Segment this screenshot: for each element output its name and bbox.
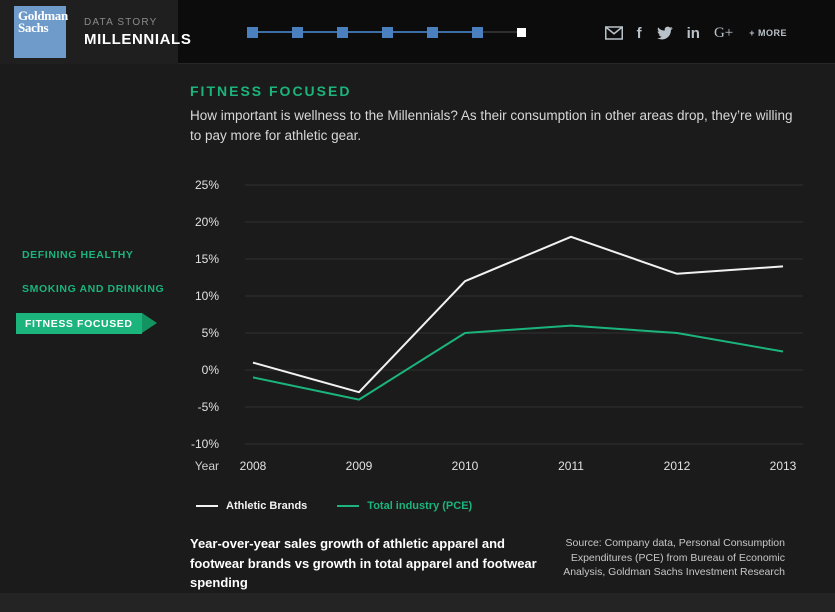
email-icon[interactable] [604, 26, 623, 40]
progress-step[interactable] [427, 26, 438, 38]
data-story-kicker: DATA STORY [84, 16, 158, 28]
section-description: How important is wellness to the Millenn… [190, 108, 793, 143]
brand-block: Goldman Sachs DATA STORY MILLENNIALS [0, 0, 191, 64]
progress-line-done [252, 31, 483, 33]
chart-legend: Athletic Brands Total industry (PCE) [196, 500, 472, 512]
x-axis-title: Year [195, 459, 219, 473]
facebook-icon[interactable]: f [636, 24, 642, 42]
y-axis-tick-label: 5% [202, 326, 220, 340]
brand-text: DATA STORY MILLENNIALS [84, 17, 191, 48]
sidebar-item-active[interactable]: FITNESS FOCUSED [16, 313, 157, 334]
googleplus-icon[interactable]: G+ [713, 24, 734, 41]
twitter-icon[interactable] [656, 26, 673, 41]
next-section-strip [0, 593, 835, 612]
y-axis-tick-label: 25% [195, 178, 219, 192]
x-axis-tick-label: 2013 [770, 459, 797, 473]
y-axis-tick-label: -10% [191, 437, 219, 451]
source-note: Source: Company data, Personal Consumpti… [563, 537, 785, 579]
progress-step[interactable] [247, 26, 258, 38]
sidebar-item[interactable]: SMOKING AND DRINKING [22, 283, 165, 295]
progress-nav [247, 26, 537, 38]
share-more-button[interactable]: + MORE [749, 28, 787, 38]
legend-label: Athletic Brands [226, 500, 308, 512]
top-bar: Goldman Sachs DATA STORY MILLENNIALS f i… [0, 0, 835, 64]
x-axis-tick-label: 2011 [558, 459, 584, 473]
x-axis-tick-label: 2010 [452, 459, 479, 473]
legend-label: Total industry (PCE) [367, 500, 473, 512]
legend-dash-icon [196, 505, 218, 507]
share-bar: f in G+ + MORE [604, 24, 787, 42]
logo-text-line1: Goldman [18, 8, 68, 23]
progress-step[interactable] [292, 26, 303, 38]
x-axis-tick-label: 2009 [346, 459, 373, 473]
chart-caption: Year-over-year sales growth of athletic … [190, 536, 537, 590]
progress-step[interactable] [382, 26, 393, 38]
x-axis-tick-label: 2008 [240, 459, 267, 473]
active-arrow-icon [141, 313, 157, 333]
logo-text-line2: Sachs [18, 20, 49, 35]
legend-dash-icon [337, 505, 360, 507]
progress-line-pending [483, 31, 519, 33]
goldman-sachs-logo[interactable]: Goldman Sachs [14, 6, 68, 58]
series-line [252, 235, 784, 394]
y-axis-tick-label: -5% [198, 400, 220, 414]
y-axis-tick-label: 10% [195, 289, 219, 303]
series-line [252, 324, 784, 401]
legend-item: Total industry (PCE) [337, 500, 472, 512]
y-axis-tick-label: 0% [202, 363, 220, 377]
sidebar-item[interactable]: DEFINING HEALTHY [22, 249, 134, 261]
line-chart: 25% 20% 15% 10% 5% 0% -5% -10% Year 2008 2009 2010 2… [185, 168, 817, 480]
progress-step[interactable] [337, 26, 348, 38]
progress-step-current[interactable] [517, 27, 526, 37]
linkedin-icon[interactable]: in [686, 24, 700, 42]
y-axis-tick-label: 20% [195, 215, 219, 229]
legend-item: Athletic Brands [196, 500, 307, 512]
progress-step[interactable] [472, 26, 483, 38]
y-axis-tick-label: 15% [195, 252, 219, 266]
story-title: MILLENNIALS [84, 30, 192, 48]
section-title: FITNESS FOCUSED [190, 83, 352, 99]
x-axis-tick-label: 2012 [664, 459, 691, 473]
